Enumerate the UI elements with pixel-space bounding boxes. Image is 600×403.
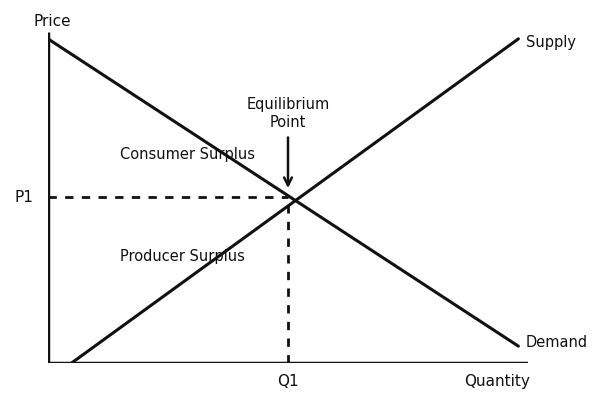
Text: Price: Price — [34, 14, 71, 29]
Text: Quantity: Quantity — [464, 374, 530, 389]
Text: Demand: Demand — [526, 335, 588, 350]
Text: Q1: Q1 — [277, 374, 299, 389]
Text: Supply: Supply — [526, 35, 575, 50]
Text: Producer Surplus: Producer Surplus — [120, 249, 245, 264]
Text: Equilibrium
Point: Equilibrium Point — [247, 98, 329, 130]
Text: P1: P1 — [15, 190, 34, 205]
Text: Consumer Surplus: Consumer Surplus — [120, 147, 255, 162]
